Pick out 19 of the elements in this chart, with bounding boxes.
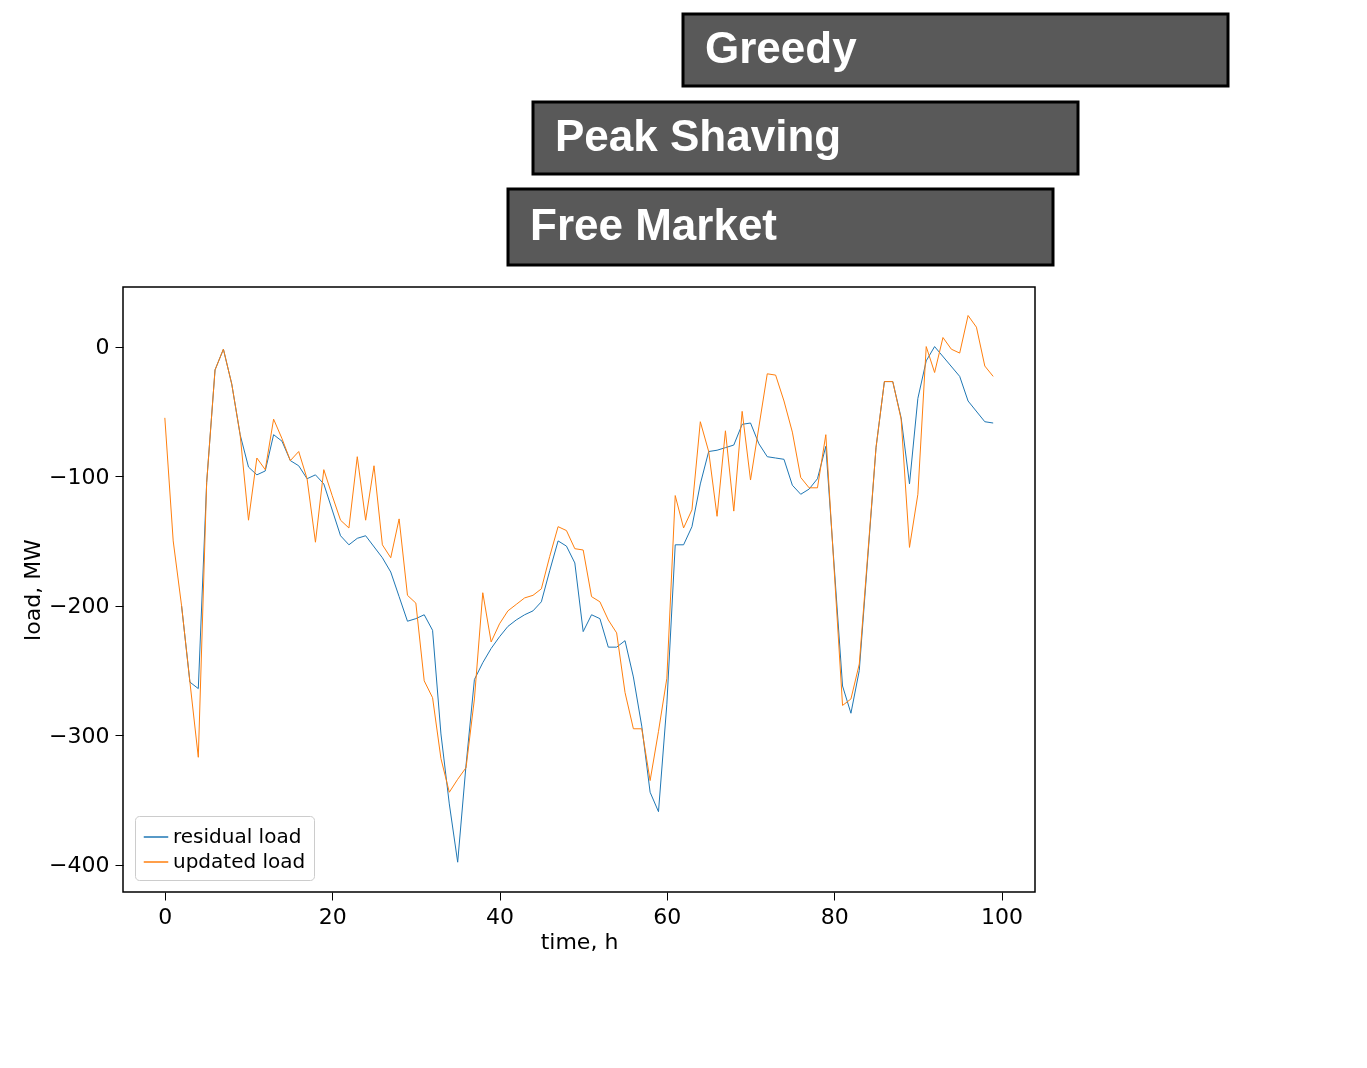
y-tick-label: −400: [49, 852, 110, 878]
x-tick-label: 80: [820, 903, 849, 929]
legend-label: updated load: [173, 849, 306, 873]
chart-title: Free Market: [530, 200, 778, 249]
y-axis-title: load, MW: [20, 538, 46, 641]
x-tick-label: 100: [981, 903, 1024, 929]
text: Greedy: [705, 23, 858, 72]
x-tick-label: 40: [486, 903, 515, 929]
text: Peak Shaving: [555, 111, 842, 160]
y-tick-label: −200: [49, 593, 110, 619]
x-tick-label: 60: [653, 903, 682, 929]
line-series: [164, 315, 994, 793]
y-tick-label: −100: [49, 463, 110, 489]
y-tick-label: −300: [49, 722, 110, 748]
y-tick-label: 0: [95, 334, 110, 360]
legend-label: residual load: [173, 824, 302, 848]
x-tick-label: 20: [318, 903, 347, 929]
x-tick-label: 0: [158, 903, 173, 929]
x-axis-title: time, h: [540, 928, 619, 954]
